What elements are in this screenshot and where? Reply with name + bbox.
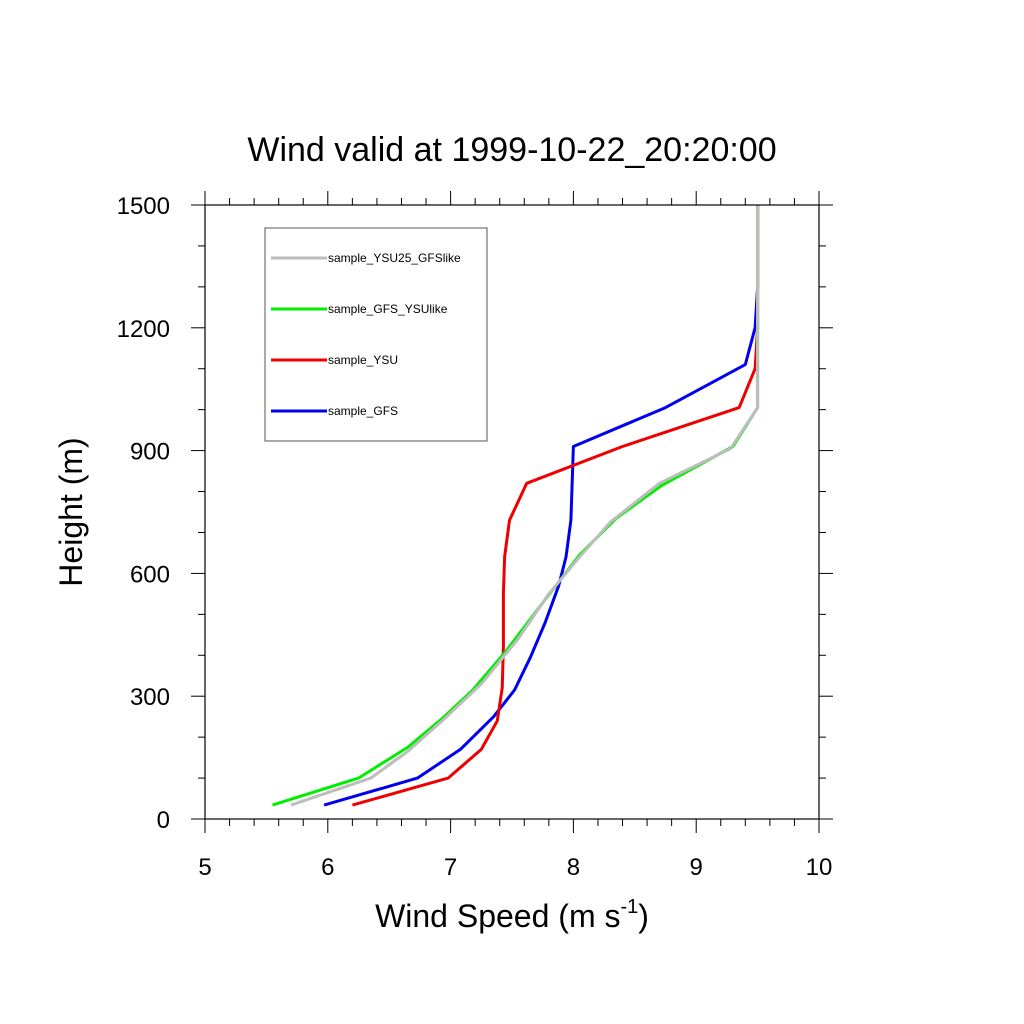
legend: sample_YSU25_GFSlike sample_GFS_YSUlikesa… xyxy=(264,227,488,442)
x-tick-labels: 5 6 7 8 9 10 xyxy=(198,854,832,881)
y-tick-label: 1200 xyxy=(117,316,170,343)
y-tick-labels: 0 300 600 900 1200 1500 xyxy=(117,193,170,834)
series-line-sample-ysu xyxy=(351,205,760,807)
x-tick-label: 10 xyxy=(806,854,833,881)
y-tick-label: 900 xyxy=(130,439,170,466)
y-tick-label: 1500 xyxy=(117,193,170,220)
y-axis-title: Height (m) xyxy=(53,437,89,586)
x-tick-label: 7 xyxy=(444,854,457,881)
x-axis-title: Wind Speed (m s-1) xyxy=(375,896,649,934)
series-layer xyxy=(272,205,760,807)
plot-frame xyxy=(204,204,820,820)
y-tick-label: 300 xyxy=(130,684,170,711)
x-tick-label: 8 xyxy=(567,854,580,881)
x-tick-label: 9 xyxy=(690,854,703,881)
series-line-sample-gfs xyxy=(323,205,760,807)
legend-label: sample_GFS xyxy=(328,404,398,418)
y-tick-label: 0 xyxy=(157,807,170,834)
x-axis-title-suffix: ) xyxy=(638,898,649,934)
chart-title: Wind valid at 1999-10-22_20:20:00 xyxy=(247,131,776,169)
series-line-sample-ysu25-gfslike xyxy=(290,205,760,807)
y-tick-label: 600 xyxy=(130,561,170,588)
legend-label: sample_YSU xyxy=(328,353,398,367)
legend-entries: sample_YSU25_GFSlike sample_GFS_YSUlikesa… xyxy=(271,251,461,418)
major-ticks xyxy=(191,191,833,833)
x-axis-title-main: Wind Speed (m s xyxy=(375,898,620,934)
legend-label: sample_GFS_YSUlike xyxy=(328,302,448,316)
legend-label: sample_YSU25_GFSlike xyxy=(328,251,461,265)
minor-ticks xyxy=(198,198,826,826)
x-axis-title-superscript: -1 xyxy=(620,896,638,918)
x-tick-label: 6 xyxy=(321,854,334,881)
legend-box xyxy=(264,227,488,442)
x-tick-label: 5 xyxy=(198,854,211,881)
